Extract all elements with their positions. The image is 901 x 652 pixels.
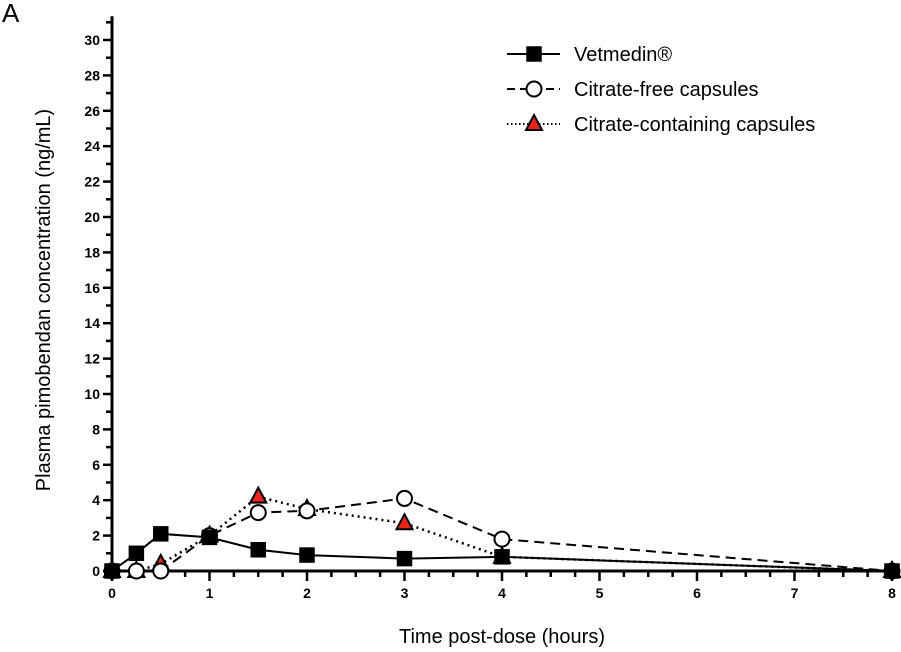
circle-marker: [493, 530, 511, 548]
x-tick-label: 4: [498, 585, 506, 601]
square-marker: [250, 542, 266, 558]
x-tick-label: 7: [791, 585, 799, 601]
circle-marker: [298, 502, 316, 520]
circle-marker: [127, 562, 145, 580]
y-tick-label: 30: [84, 32, 100, 48]
legend-item: Citrate-containing capsules: [507, 112, 815, 136]
x-axis: 0 1 2 3 4 5 6 7 8: [108, 569, 896, 601]
legend-label: Vetmedin®: [574, 44, 672, 66]
x-tick-label: 3: [401, 585, 409, 601]
circle-marker: [396, 489, 413, 507]
x-tick-label: 0: [108, 585, 116, 601]
triangle-marker: [394, 512, 415, 531]
y-tick-label: 20: [84, 209, 100, 225]
legend: Vetmedin® Citrate-free capsules Citrate-co…: [507, 44, 815, 136]
x-tick-label: 5: [596, 585, 604, 601]
legend-item: Citrate-free capsules: [507, 79, 759, 101]
y-tick-label: 12: [84, 351, 100, 367]
circle-marker: [152, 562, 170, 580]
square-marker: [526, 46, 542, 62]
y-tick-label: 4: [92, 492, 100, 508]
x-tick-label: 8: [888, 585, 896, 601]
triangle-marker: [248, 485, 268, 504]
square-marker: [153, 526, 169, 542]
circle-marker: [249, 504, 267, 522]
y-tick-label: 6: [92, 457, 100, 473]
legend-item: Vetmedin®: [507, 44, 672, 66]
square-marker: [299, 547, 315, 563]
x-axis-title: Time post-dose (hours): [399, 626, 605, 648]
square-marker: [494, 549, 510, 565]
triangle-marker: [524, 112, 544, 131]
y-tick-label: 28: [84, 67, 100, 83]
y-tick-label: 24: [84, 138, 100, 154]
y-tick-label: 0: [92, 563, 100, 579]
series-layer: [102, 485, 901, 580]
legend-label: Citrate-free capsules: [574, 79, 759, 101]
x-tick-label: 2: [303, 585, 311, 601]
y-tick-label: 14: [84, 315, 100, 331]
y-axis-title: Plasma pimobendan concentration (ng/mL): [33, 109, 55, 491]
square-marker: [884, 563, 900, 579]
square-marker: [128, 545, 145, 562]
y-tick-label: 8: [92, 421, 100, 437]
x-tick-label: 6: [693, 585, 701, 601]
y-tick-label: 22: [84, 174, 100, 190]
series-vetmedin-: [104, 526, 900, 579]
square-marker: [396, 550, 413, 567]
circle-marker: [525, 80, 543, 98]
legend-label: Citrate-containing capsules: [574, 114, 815, 136]
y-tick-label: 26: [84, 103, 100, 119]
square-marker: [104, 563, 120, 579]
y-tick-label: 16: [84, 280, 100, 296]
panel-label: A: [2, 0, 20, 28]
square-marker: [201, 529, 218, 546]
y-tick-label: 10: [84, 386, 100, 402]
y-tick-label: 2: [92, 528, 100, 544]
y-tick-label: 18: [84, 244, 100, 260]
x-tick-label: 1: [206, 585, 214, 601]
series-citrate-free-capsules: [103, 489, 901, 580]
